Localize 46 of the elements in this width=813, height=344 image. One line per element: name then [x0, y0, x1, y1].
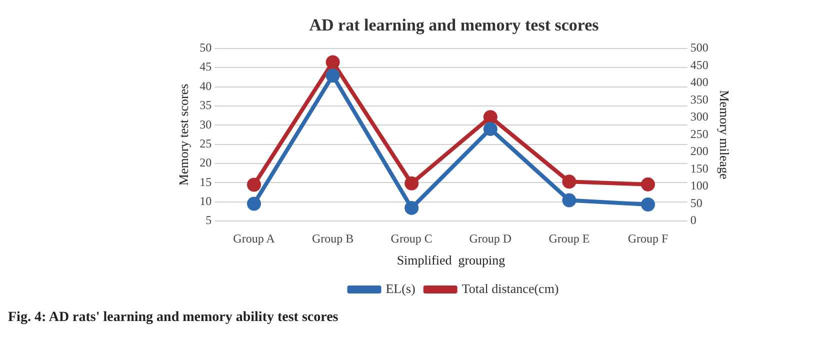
point [326, 68, 340, 83]
point [404, 200, 419, 215]
point [641, 177, 655, 192]
point [247, 196, 261, 211]
caption: Fig. 4: AD rats' learning and memory ability test scores [8, 310, 340, 326]
point [326, 55, 340, 70]
y2-tick-label: 50 [690, 196, 702, 210]
point [562, 193, 576, 208]
y2-tick-label: 450 [690, 58, 708, 72]
y2-tick-label: 0 [690, 213, 696, 228]
y2-tick-label: 500 [690, 40, 708, 55]
y2-tick-label: 350 [690, 92, 708, 106]
point [404, 176, 419, 190]
point [562, 174, 576, 189]
y-tick-label: 30 [200, 117, 212, 132]
x-tick-label: Group E [548, 231, 590, 246]
y2-axis-title: Memory mileage [716, 90, 732, 180]
point [247, 178, 261, 192]
x-tick-label: Group C [390, 231, 432, 246]
y-tick-label: 25 [200, 136, 212, 150]
y-tick-label: 50 [200, 40, 212, 55]
y-tick-label: 40 [200, 78, 212, 93]
chart-title: AD rat learning and memory test scores [309, 16, 600, 35]
point [641, 198, 655, 212]
x-tick-label: Group D [469, 231, 512, 246]
x-tick-label: Group B [312, 231, 354, 246]
y-tick-label: 15 [200, 174, 212, 189]
y-axis-title: Memory test scores [176, 84, 192, 186]
x-tick-label: Group A [233, 231, 276, 246]
y2-tick-label: 300 [690, 110, 708, 124]
y-tick-label: 10 [200, 194, 212, 208]
y2-tick-label: 250 [690, 126, 708, 141]
x-axis-title: Simplified grouping [396, 252, 506, 268]
y2-tick-label: 150 [690, 161, 708, 176]
x-tick-label: Group F [628, 231, 668, 246]
y2-tick-label: 100 [690, 178, 708, 193]
y2-tick-label: 400 [690, 75, 708, 90]
y-tick-label: 35 [200, 98, 212, 112]
point [483, 122, 498, 136]
y-tick-label: 5 [206, 213, 212, 228]
y-tick-label: 20 [200, 156, 212, 170]
point [483, 110, 498, 124]
y2-tick-label: 200 [690, 144, 708, 158]
legend-label: EL(s) [386, 280, 416, 296]
legend-label: Total distance(cm) [462, 280, 559, 296]
y-tick-label: 45 [200, 60, 212, 74]
